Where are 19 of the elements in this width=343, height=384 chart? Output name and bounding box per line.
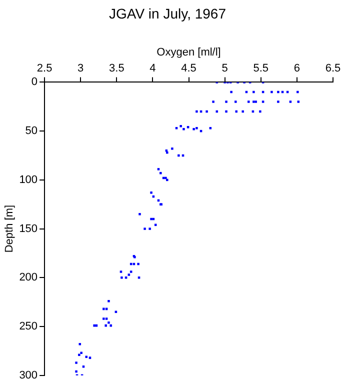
y-tick-label: 300: [19, 369, 38, 382]
x-tick-label: 6.5: [325, 62, 341, 75]
y-tick-label: 200: [19, 272, 38, 284]
y-tick-label: 0: [31, 76, 38, 88]
x-tick-label: 5: [222, 62, 228, 75]
x-axis-title: Oxygen [ml/l]: [156, 46, 221, 58]
x-tick-label: 2.5: [36, 62, 52, 75]
y-tick-label: 100: [19, 174, 38, 186]
x-tick-label: 4: [150, 62, 156, 75]
y-tick-label: 150: [19, 222, 38, 235]
x-tick-label: 6: [294, 62, 300, 75]
y-axis-title: Depth [m]: [4, 204, 16, 253]
x-tick-label: 3.5: [109, 62, 124, 75]
x-tick-label: 5.5: [253, 62, 269, 75]
chart-title: JGAV in July, 1967: [109, 5, 226, 22]
y-tick-label: 250: [19, 320, 38, 333]
x-tick-label: 3: [78, 62, 84, 75]
x-tick-label: 4.5: [181, 62, 196, 75]
y-tick-label: 50: [25, 125, 38, 138]
